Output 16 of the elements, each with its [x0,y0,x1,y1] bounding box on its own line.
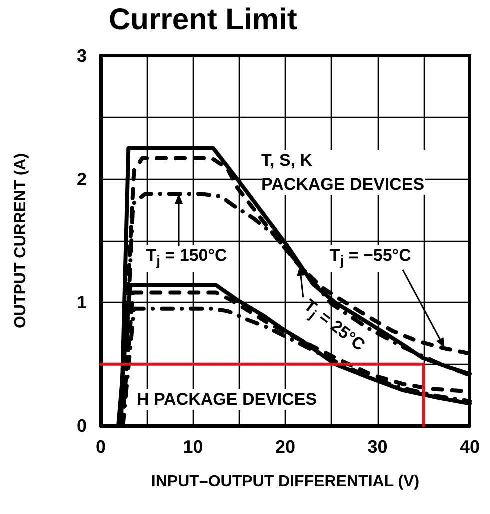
y-tick-label: 3 [76,46,87,66]
annotation: T, S, K PACKAGE DEVICES [262,150,425,195]
y-axis-title: OUTPUT CURRENT (A) [12,153,30,329]
x-tick-label: 10 [183,437,204,457]
annotation: T$_{j}$ = −55°C [330,244,412,272]
y-tick-label: 0 [76,416,87,436]
y-tick-label: 2 [76,169,87,190]
x-tick-label: 40 [460,437,480,457]
annotation: T$_{j}$ = 150°C [146,244,228,272]
annotation: H PACKAGE DEVICES [136,389,318,410]
y-tick-label: 1 [76,292,87,313]
x-axis-title: INPUT–OUTPUT DIFFERENTIAL (V) [151,474,420,490]
x-tick-label: 0 [96,437,106,457]
chart-title: Current Limit [109,4,298,36]
x-tick-label: 20 [275,437,296,457]
x-tick-label: 30 [368,437,388,457]
